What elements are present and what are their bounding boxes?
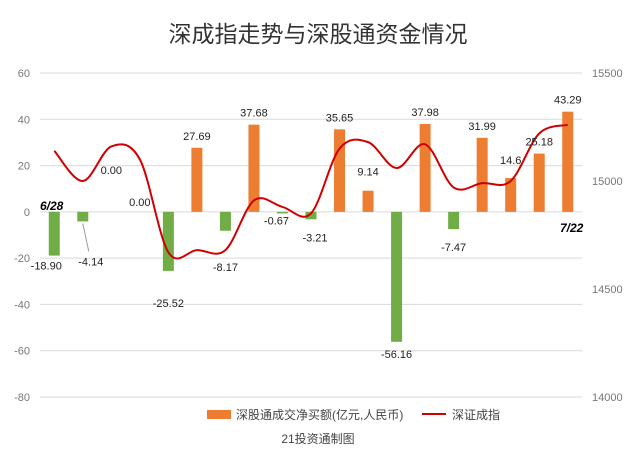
left-tick-label: 60 (18, 68, 30, 80)
bar (305, 211, 317, 220)
source-note: 21投资通制图 (281, 431, 354, 446)
bar (77, 211, 89, 222)
data-label: 43.29 (554, 95, 582, 107)
bar (334, 129, 346, 212)
left-tick-label: -40 (14, 299, 30, 311)
left-tick-label: 0 (24, 207, 30, 219)
start-date-label: 6/28 (40, 199, 64, 213)
leader-line (82, 223, 90, 252)
data-label: -4.14 (78, 256, 103, 268)
bar (562, 111, 574, 212)
data-label: 0.00 (101, 165, 122, 177)
right-tick-label: 14000 (592, 392, 623, 404)
data-label: 9.14 (357, 167, 378, 179)
left-tick-label: -20 (14, 253, 30, 265)
bar (533, 153, 545, 212)
left-tick-label: 40 (18, 114, 30, 126)
left-tick-label: 20 (18, 161, 30, 173)
data-label: 37.68 (240, 108, 268, 120)
data-label: 37.98 (411, 107, 439, 119)
left-tick-label: -60 (14, 346, 30, 358)
right-tick-label: 15000 (592, 176, 623, 188)
leader-lines (82, 223, 90, 252)
legend-bar-label: 深股通成交净买额(亿元,人民币) (236, 407, 403, 422)
end-date-label: 7/22 (560, 221, 584, 235)
left-tick-label: -80 (14, 392, 30, 404)
data-label: 25.18 (525, 137, 553, 149)
data-label: 35.65 (326, 112, 354, 124)
data-label: -7.47 (441, 242, 466, 254)
data-label: -3.21 (302, 232, 327, 244)
right-tick-label: 15500 (592, 68, 623, 80)
right-axis: 15500 15000 14500 14000 (592, 68, 623, 404)
data-label: 27.69 (183, 131, 211, 143)
legend-line-label: 深证成指 (452, 407, 500, 422)
bar (419, 123, 431, 212)
data-label: 14.6 (500, 155, 521, 167)
bar (362, 190, 374, 212)
bar (276, 211, 288, 214)
data-label: -25.52 (153, 298, 184, 310)
data-label: -0.67 (264, 215, 289, 227)
data-label: 0.00 (129, 197, 150, 209)
bar (248, 124, 260, 212)
bar (48, 211, 60, 256)
bar (505, 178, 517, 212)
line-series-path (53, 123, 569, 260)
right-tick-label: 14500 (592, 284, 623, 296)
data-label: -18.90 (31, 261, 62, 273)
data-label: -56.16 (381, 349, 412, 361)
legend: 深股通成交净买额(亿元,人民币) 深证成指 (207, 407, 500, 422)
legend-bar-swatch (207, 410, 231, 419)
bar (191, 147, 203, 212)
bar (476, 137, 488, 212)
bar (162, 211, 174, 271)
gridlines (40, 72, 582, 398)
chart-title: 深成指走势与深股通资金情况 (169, 22, 468, 48)
data-label: 31.99 (468, 121, 496, 133)
bar-series (48, 111, 574, 342)
data-labels: -18.90 -4.14 0.00 0.00 -25.52 27.69 -8.17 37.68… (31, 95, 582, 361)
left-axis: 60 40 20 0 -20 -40 -60 -80 (14, 68, 30, 404)
bar (219, 211, 231, 231)
bar (448, 211, 460, 230)
bar (391, 211, 403, 342)
data-label: -8.17 (213, 262, 238, 274)
